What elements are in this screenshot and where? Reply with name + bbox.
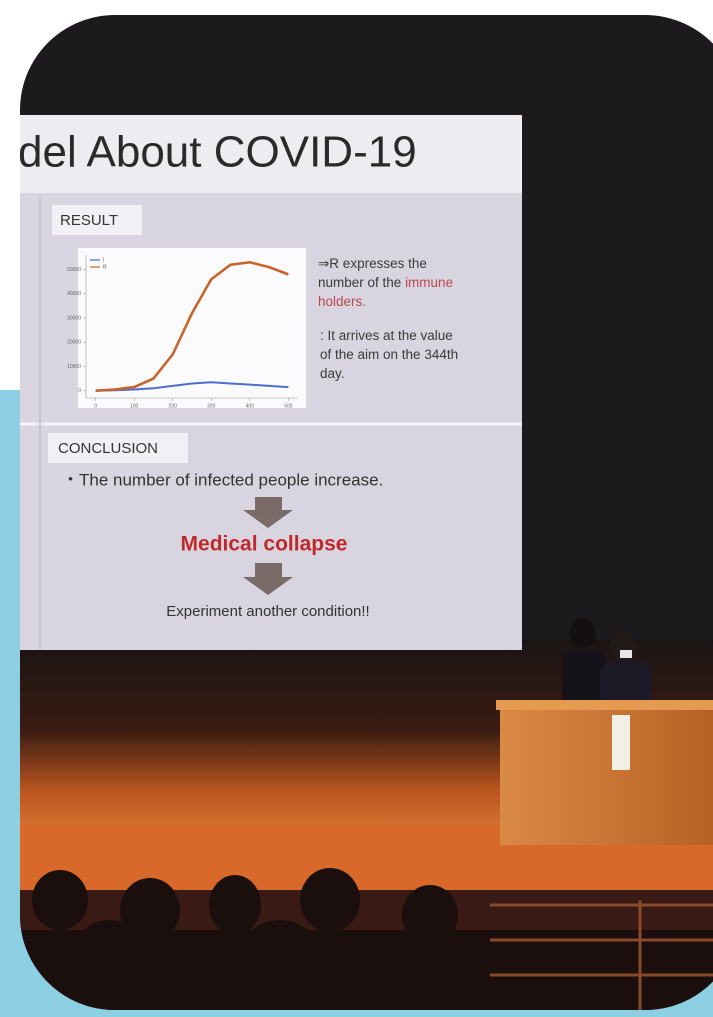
x-tick-label: 300 <box>207 403 216 409</box>
x-tick-label: 400 <box>246 403 255 409</box>
slide-title: del About COVID-19 <box>18 128 417 177</box>
slide: del About COVID-19 RESULT CONCLUSION ・Th… <box>0 115 522 650</box>
y-tick-label: 20000 <box>67 340 81 346</box>
note-segment: of the aim on the 344th <box>320 347 458 362</box>
y-tick-label: 30000 <box>67 315 81 321</box>
legend-label: I <box>103 257 104 263</box>
y-tick-label: 50000 <box>67 267 81 273</box>
photo: del About COVID-19 RESULT CONCLUSION ・Th… <box>0 0 713 1017</box>
experiment-text: Experiment another condition!! <box>166 603 369 620</box>
x-tick-label: 100 <box>130 403 139 409</box>
note-line: : It arrives at the value <box>320 328 453 343</box>
scene: del About COVID-19 RESULT CONCLUSION ・Th… <box>0 0 713 1017</box>
podium <box>500 705 713 845</box>
note-line: of the aim on the 344th <box>320 347 458 362</box>
y-tick-label: 40000 <box>67 291 81 297</box>
podium-sign <box>612 715 630 770</box>
note-segment: immune <box>405 275 453 290</box>
y-tick-label: 10000 <box>67 364 81 370</box>
note-line: ⇒R expresses the <box>318 256 427 271</box>
note-segment: ⇒R expresses the <box>318 256 427 271</box>
legend-label: R <box>103 264 107 270</box>
note-line: day. <box>320 366 345 381</box>
note-segment: number of the <box>318 275 405 290</box>
note-line: holders. <box>318 294 366 309</box>
page: del About COVID-19 RESULT CONCLUSION ・Th… <box>0 0 713 1017</box>
conclusion-text: ・The number of infected people increase. <box>62 470 383 489</box>
collapse-text: Medical collapse <box>181 533 348 556</box>
conclusion-label: CONCLUSION <box>58 440 158 457</box>
podium-top <box>496 700 713 710</box>
y-tick-label: 0 <box>78 388 81 394</box>
x-tick-label: 0 <box>94 403 97 409</box>
note-segment: : It arrives at the value <box>320 328 453 343</box>
result-label: RESULT <box>60 212 118 229</box>
x-tick-label: 200 <box>169 403 178 409</box>
note-segment: holders. <box>318 294 366 309</box>
note-line: number of the immune <box>318 275 453 290</box>
note-segment: day. <box>320 366 345 381</box>
x-tick-label: 500 <box>284 403 293 409</box>
